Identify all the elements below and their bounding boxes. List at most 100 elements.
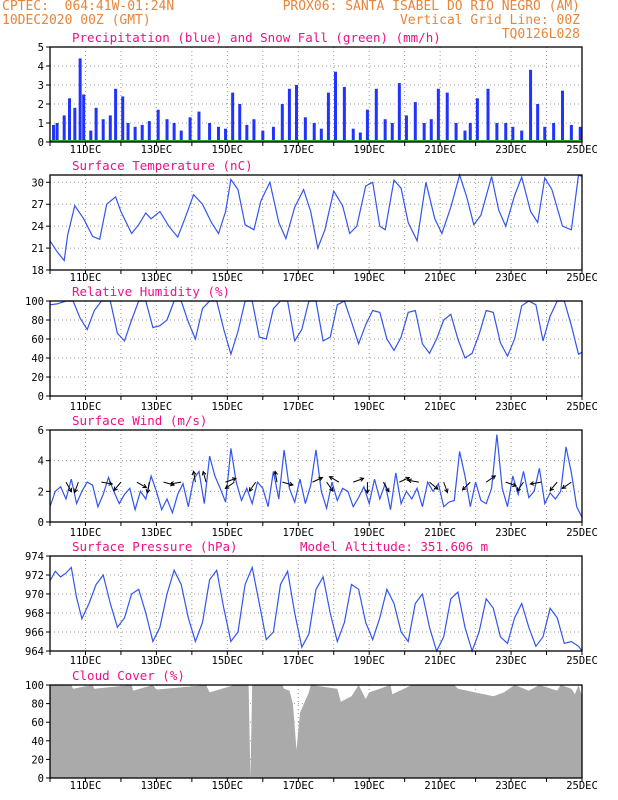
x-tick-label: 25DEC [566,780,598,792]
wind-arrow-shaft [136,481,147,489]
x-tick-label: 21DEC [424,272,456,284]
x-tick-label: 15DEC [212,272,244,284]
precipitation-bar [172,123,176,142]
y-tick-label: 2 [38,486,44,498]
precipitation-bar [529,69,533,142]
precipitation-bar [390,123,394,142]
x-tick-label: 13DEC [141,655,173,667]
wind-arrow-shaft [146,482,150,494]
precipitation-bar [231,92,235,142]
x-tick-label: 13DEC [141,527,173,539]
precipitation-bar [179,130,183,142]
wind-arrow-shaft [516,481,524,492]
x-tick-label: 19DEC [353,655,385,667]
y-tick-label: 20 [31,372,44,384]
y-tick-label: 974 [25,551,44,563]
wind-arrow-head [512,482,518,487]
y-tick-label: 4 [38,61,44,73]
y-tick-label: 0 [38,517,44,529]
wind-arrow-shaft [429,481,439,490]
x-tick-label: 15DEC [212,780,244,792]
wind-arrow-shaft [443,481,448,493]
x-tick-label: 19DEC [353,527,385,539]
x-tick-label: 11DEC [70,655,102,667]
precipitation-bar [475,98,479,142]
wind-arrow-head [561,484,567,489]
precipitation-bar [520,130,524,142]
precipitation-bar [312,123,316,142]
x-tick-label: 25DEC [566,144,598,156]
y-tick-label: 0 [38,773,44,785]
wind-arrow-head [248,487,254,492]
precipitation-bar [436,88,440,142]
header-left-line1: CPTEC: 064:41W-01:24N [2,0,175,14]
precipitation-bar [429,119,433,142]
wind-arrow-head [67,487,73,493]
x-tick-label: 25DEC [566,655,598,667]
y-tick-label: 1 [38,118,44,130]
wind-arrow-shaft [113,481,122,491]
wind-arrow-head [385,487,390,493]
precipitation-bar [365,109,369,142]
wind-arrow-head [113,486,118,492]
y-tick-label: 80 [31,315,44,327]
y-tick-label: 966 [25,627,44,639]
y-tick-label: 968 [25,608,44,620]
precipitation-bar [351,128,355,142]
x-tick-label: 13DEC [141,272,173,284]
wind-arrow-shaft [101,481,113,485]
precipitation-bar [89,130,93,142]
x-tick-label: 23DEC [495,144,527,156]
wind-arrow-head [191,470,197,476]
panel-title: Surface Pressure (hPa) [72,539,238,554]
wind-arrow-head [359,477,365,482]
precipitation-bar [82,94,86,142]
y-tick-label: 40 [31,353,44,365]
wind-arrow-head [529,481,535,486]
header-left-line2: 10DEC2020 00Z (GMT) [2,13,151,28]
wind-speed-line [49,434,583,518]
wind-arrow-shaft [170,481,182,485]
y-tick-label: 6 [38,425,44,437]
precipitation-bar [504,123,508,142]
x-tick-label: 25DEC [566,527,598,539]
panel-title: Precipitation (blue) and Snow Fall (gree… [72,30,441,45]
precipitation-bar [126,123,130,142]
x-tick-label: 21DEC [424,144,456,156]
wind-arrow-head [433,485,439,490]
x-tick-label: 11DEC [70,272,102,284]
wind-arrow-head [328,476,334,481]
precipitation-bar [404,115,408,142]
precipitation-bar [245,124,249,142]
precipitation-bar [68,98,72,142]
x-tick-label: 23DEC [495,527,527,539]
x-tick-label: 13DEC [141,144,173,156]
wind-arrow-head [406,478,412,484]
wind-arrow-head [108,481,114,486]
panel-title: Relative Humidity (%) [72,284,230,299]
precipitation-bar [224,128,228,142]
y-tick-label: 964 [25,646,44,658]
precipitation-bar [569,124,573,142]
panel-frame [49,429,583,523]
precipitation-bar [238,104,242,142]
wind-arrow-shaft [225,481,235,489]
y-tick-label: 5 [38,42,44,54]
precipitation-bar [156,109,160,142]
precipitation-bar [319,128,323,142]
precipitation-bar [261,130,265,142]
precipitation-bar [133,126,137,142]
wind-arrow-shaft [562,481,572,489]
x-tick-label: 21DEC [424,527,456,539]
panel-title: Surface Temperature (nC) [72,158,253,173]
y-tick-label: 0 [38,137,44,149]
wind-arrow-head [201,470,207,476]
precipitation-bar [495,123,499,142]
wind-arrow-shaft [505,481,517,487]
precipitation-bar [62,115,66,142]
x-tick-label: 19DEC [353,401,385,413]
panel-frame [49,555,583,652]
precipitation-bar [560,90,564,142]
y-tick-label: 18 [31,265,44,277]
x-tick-label: 11DEC [70,527,102,539]
